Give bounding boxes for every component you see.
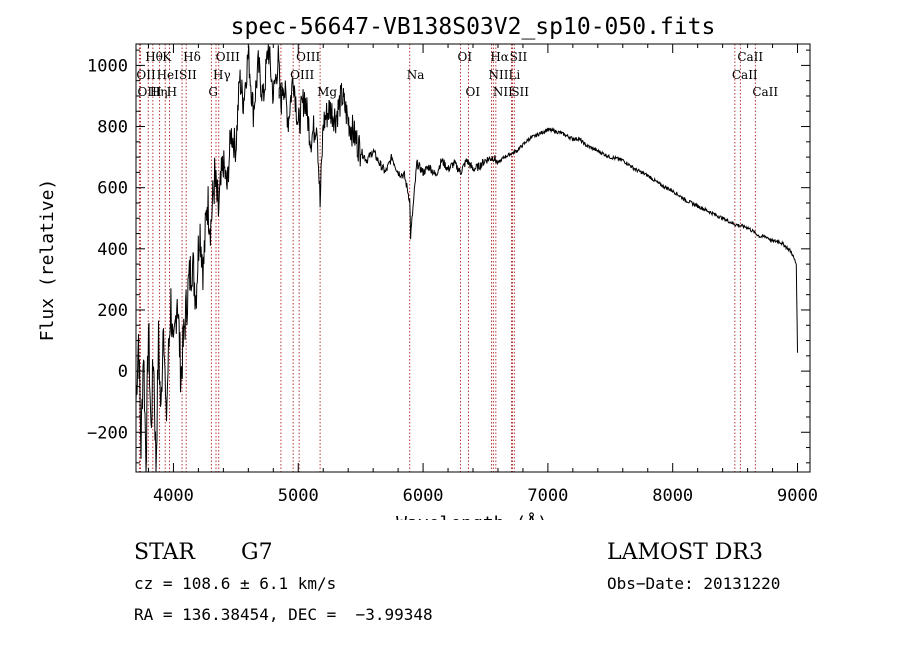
survey-name: LAMOST DR3 xyxy=(607,540,763,565)
observation-date: Obs−Date: 20131220 xyxy=(607,574,781,593)
spectrum-plot: spec-56647-VB138S03V2_sp10-050.fits Hθ OI… xyxy=(37,14,818,520)
spectral-line-label: OIII xyxy=(290,68,314,82)
spectral-line-label: H xyxy=(167,85,177,99)
spectral-line-markers xyxy=(138,44,756,472)
y-axis-ticks: −200 0 200 400 600 800 1000 xyxy=(87,49,810,464)
y-tick-label: −200 xyxy=(87,423,128,443)
x-tick-label: 6000 xyxy=(403,486,444,506)
spectral-line-label: Mg xyxy=(317,85,337,99)
spectral-line-label: OI xyxy=(466,85,481,99)
chart-title: spec-56647-VB138S03V2_sp10-050.fits xyxy=(231,14,716,40)
spectral-line-label: OIII xyxy=(216,50,240,64)
spectral-line-label: OI xyxy=(458,50,473,64)
spectral-line-label: G xyxy=(208,85,218,99)
x-tick-label: 9000 xyxy=(777,486,818,506)
y-tick-label: 600 xyxy=(97,179,128,199)
object-class: STAR xyxy=(134,540,195,565)
plot-frame xyxy=(135,43,811,473)
y-axis-label: Flux (relative) xyxy=(37,179,58,342)
y-tick-label: 200 xyxy=(97,301,128,321)
x-axis-ticks: 4000 5000 6000 7000 8000 9000 xyxy=(147,44,818,506)
x-tick-label: 5000 xyxy=(278,486,319,506)
flux-series-line xyxy=(135,44,798,473)
coordinates: RA = 136.38454, DEC = −3.99348 xyxy=(134,605,433,624)
y-tick-label: 800 xyxy=(97,118,128,138)
spectral-line-label: Li xyxy=(508,68,520,82)
spectral-line-label: SII xyxy=(510,50,528,64)
x-axis-label: Wavelength (Å) xyxy=(396,512,548,520)
spectral-line-label: NII xyxy=(488,68,508,82)
spectral-line-label: OIII xyxy=(137,85,161,99)
spectral-line-label: Hγ xyxy=(213,68,231,82)
spectral-line-label: SII xyxy=(179,68,197,82)
spectral-line-label: Na xyxy=(407,68,425,82)
redshift-cz: cz = 108.6 ± 6.1 km/s xyxy=(134,574,337,593)
spectral-line-label: Hδ xyxy=(183,50,201,64)
spectral-line-label: CaII xyxy=(732,68,758,82)
spectral-line-label: SII xyxy=(511,85,529,99)
spectral-line-label: Hθ xyxy=(145,50,163,64)
y-tick-label: 1000 xyxy=(87,56,128,76)
subclass: G7 xyxy=(241,540,273,565)
spectral-line-label: K xyxy=(162,50,172,64)
x-tick-label: 8000 xyxy=(652,486,693,506)
spectral-line-label: OIII xyxy=(296,50,320,64)
spectral-line-label: OII xyxy=(136,68,156,82)
y-tick-label: 400 xyxy=(97,240,128,260)
spectral-line-label: NII xyxy=(493,85,513,99)
spectral-line-label: CaII xyxy=(752,85,778,99)
spectral-line-label: Hα xyxy=(490,50,509,64)
y-tick-label: 0 xyxy=(118,362,128,382)
spectral-line-label: CaII xyxy=(737,50,763,64)
x-tick-label: 7000 xyxy=(527,486,568,506)
spectral-line-label: HeI xyxy=(157,68,180,82)
x-tick-label: 4000 xyxy=(153,486,194,506)
spectral-line-label: Hη xyxy=(150,85,168,99)
